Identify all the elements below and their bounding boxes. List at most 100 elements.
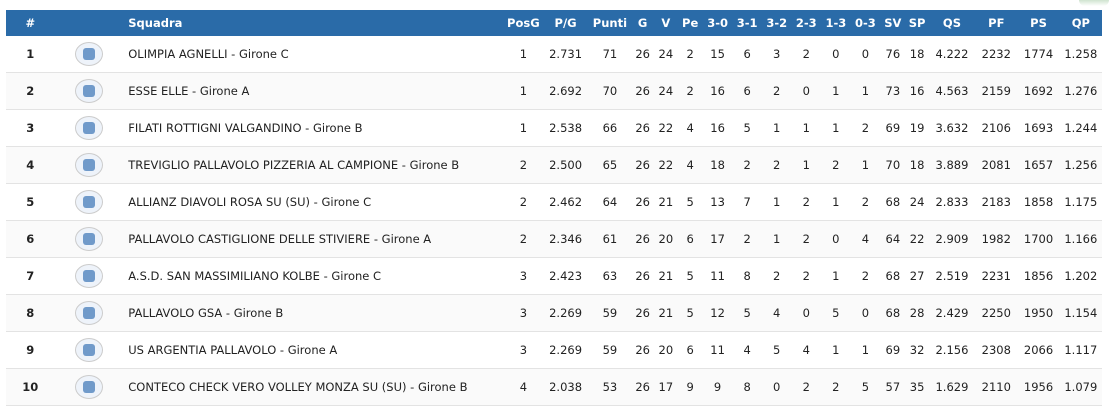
stat-g: 26	[631, 368, 655, 406]
col-punti[interactable]: Punti	[588, 10, 632, 36]
stat-sv: 64	[880, 220, 906, 258]
table-row[interactable]: 5 ALLIANZ DIAVOLI ROSA SU (SU) - Girone C…	[6, 183, 1102, 221]
stat-l13: 1	[821, 331, 851, 369]
team-name-link[interactable]: FILATI ROTTIGNI VALGANDINO - Girone B	[124, 109, 505, 147]
team-name-link[interactable]: PALLAVOLO GSA - Girone B	[124, 294, 505, 332]
col-pg[interactable]: P/G	[542, 10, 589, 36]
col-rank[interactable]: #	[6, 10, 55, 36]
col-3-1[interactable]: 3-1	[732, 10, 762, 36]
stat-qp: 1.244	[1059, 109, 1102, 147]
table-row[interactable]: 4 TREVIGLIO PALLAVOLO PIZZERIA AL CAMPION…	[6, 146, 1102, 184]
stat-w31: 4	[732, 331, 762, 369]
team-name-link[interactable]: CONTECO CHECK VERO VOLLEY MONZA SU (SU) …	[124, 368, 505, 406]
stat-sv: 68	[880, 257, 906, 295]
stat-l03: 1	[850, 72, 881, 110]
stat-pf: 2110	[975, 368, 1018, 406]
col-v[interactable]: V	[654, 10, 678, 36]
stat-posg: 3	[504, 331, 543, 369]
col-0-3[interactable]: 0-3	[850, 10, 881, 36]
team-name-link[interactable]: A.S.D. SAN MASSIMILIANO KOLBE - Girone C	[124, 257, 505, 295]
stat-l03: 0	[850, 36, 881, 73]
col-posg[interactable]: PosG	[504, 10, 543, 36]
stat-ps: 1657	[1017, 146, 1060, 184]
stat-v: 20	[654, 331, 678, 369]
team-name-link[interactable]: ALLIANZ DIAVOLI ROSA SU (SU) - Girone C	[124, 183, 505, 221]
table-row[interactable]: 6 PALLAVOLO CASTIGLIONE DELLE STIVIERE - …	[6, 220, 1102, 258]
logo-cell	[54, 220, 125, 258]
logo-cell	[54, 331, 125, 369]
rank-cell: 3	[6, 109, 55, 147]
team-name-link[interactable]: US ARGENTIA PALLAVOLO - Girone A	[124, 331, 505, 369]
rank-cell: 4	[6, 146, 55, 184]
table-row[interactable]: 8 PALLAVOLO GSA - Girone B 3 2.269 59 26 21 5 12…	[6, 294, 1102, 332]
team-name-link[interactable]: TREVIGLIO PALLAVOLO PIZZERIA AL CAMPIONE…	[124, 146, 505, 184]
stat-w30: 11	[702, 331, 733, 369]
col-3-0[interactable]: 3-0	[702, 10, 733, 36]
stat-l23: 2	[791, 220, 822, 258]
col-ps[interactable]: PS	[1017, 10, 1060, 36]
stat-g: 26	[631, 257, 655, 295]
logo-cell	[54, 294, 125, 332]
col-pe[interactable]: Pe	[677, 10, 703, 36]
stat-g: 26	[631, 146, 655, 184]
col-pf[interactable]: PF	[975, 10, 1018, 36]
stat-posg: 3	[504, 294, 543, 332]
logo-cell	[54, 36, 125, 73]
team-logo-icon	[75, 79, 104, 103]
stat-l13: 1	[821, 183, 851, 221]
stat-w30: 15	[702, 36, 733, 73]
stat-qs: 4.222	[928, 36, 976, 73]
table-row[interactable]: 10 CONTECO CHECK VERO VOLLEY MONZA SU (SU…	[6, 368, 1102, 406]
stat-pg: 2.731	[542, 36, 589, 73]
stat-pe: 4	[677, 146, 703, 184]
stat-l13: 2	[821, 146, 851, 184]
stat-qs: 4.563	[928, 72, 976, 110]
col-3-2[interactable]: 3-2	[761, 10, 792, 36]
logo-cell	[54, 368, 125, 406]
stat-ps: 1956	[1017, 368, 1060, 406]
stat-qp: 1.079	[1059, 368, 1102, 406]
stat-l13: 5	[821, 294, 851, 332]
rank-cell: 1	[6, 36, 55, 73]
team-name-link[interactable]: PALLAVOLO CASTIGLIONE DELLE STIVIERE - G…	[124, 220, 505, 258]
table-row[interactable]: 7 A.S.D. SAN MASSIMILIANO KOLBE - Girone …	[6, 257, 1102, 295]
logo-cell	[54, 183, 125, 221]
team-name-link[interactable]: OLIMPIA AGNELLI - Girone C	[124, 36, 505, 73]
stat-pf: 2081	[975, 146, 1018, 184]
col-logo	[54, 10, 125, 36]
team-name-link[interactable]: ESSE ELLE - Girone A	[124, 72, 505, 110]
col-sv[interactable]: SV	[880, 10, 906, 36]
rank-cell: 2	[6, 72, 55, 110]
table-row[interactable]: 1 OLIMPIA AGNELLI - Girone C 1 2.731 71 26 24 2…	[6, 36, 1102, 73]
col-g[interactable]: G	[631, 10, 655, 36]
stat-l03: 2	[850, 183, 881, 221]
stat-sp: 19	[905, 109, 929, 147]
stat-sv: 70	[880, 146, 906, 184]
stat-ps: 1700	[1017, 220, 1060, 258]
col-qs[interactable]: QS	[928, 10, 976, 36]
stat-pf: 2159	[975, 72, 1018, 110]
stat-posg: 1	[504, 109, 543, 147]
col-team[interactable]: Squadra	[124, 10, 505, 36]
stat-posg: 3	[504, 257, 543, 295]
stat-w30: 16	[702, 109, 733, 147]
col-1-3[interactable]: 1-3	[821, 10, 851, 36]
col-qp[interactable]: QP	[1059, 10, 1102, 36]
stat-qp: 1.117	[1059, 331, 1102, 369]
table-row[interactable]: 9 US ARGENTIA PALLAVOLO - Girone A 3 2.269 5…	[6, 331, 1102, 369]
team-logo-icon	[75, 227, 104, 251]
table-row[interactable]: 2 ESSE ELLE - Girone A 1 2.692 70 26 24 2 16 6 2 0 1…	[6, 72, 1102, 110]
stat-punti: 63	[588, 257, 632, 295]
stat-qs: 2.833	[928, 183, 976, 221]
stat-w31: 6	[732, 72, 762, 110]
stat-w30: 18	[702, 146, 733, 184]
stat-ps: 1693	[1017, 109, 1060, 147]
stat-w32: 2	[761, 257, 792, 295]
col-sp[interactable]: SP	[905, 10, 929, 36]
stat-l03: 2	[850, 109, 881, 147]
stat-l23: 2	[791, 368, 822, 406]
col-2-3[interactable]: 2-3	[791, 10, 822, 36]
stat-pg: 2.038	[542, 368, 589, 406]
stat-qs: 2.519	[928, 257, 976, 295]
